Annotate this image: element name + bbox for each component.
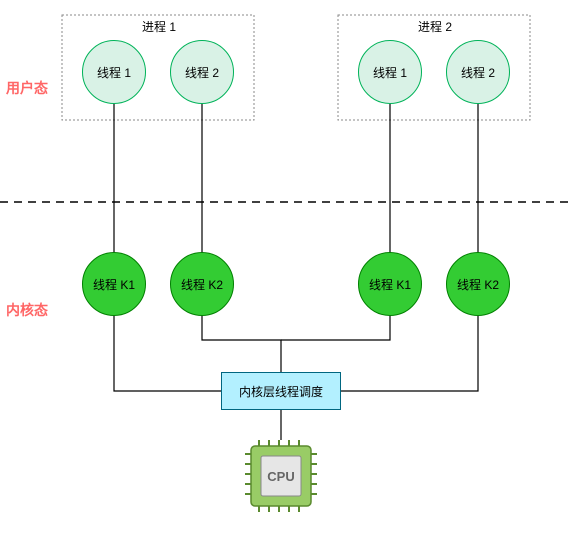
thread-label: 线程 1 [373,64,407,81]
cpu-label: CPU [267,469,294,484]
user-mode-label: 用户态 [6,78,48,98]
scheduler-box: 内核层线程调度 [221,372,341,410]
thread-label: 线程 K2 [181,276,223,293]
kernel-mode-label: 内核态 [6,300,48,320]
thread-label: 线程 K1 [93,276,135,293]
user-thread-node: 线程 1 [358,40,422,104]
cpu-icon: CPU [245,440,317,512]
thread-label: 线程 1 [97,64,131,81]
kernel-thread-node: 线程 K2 [170,252,234,316]
scheduler-label: 内核层线程调度 [239,383,323,400]
user-thread-node: 线程 1 [82,40,146,104]
process1-label: 进程 1 [142,18,176,35]
kernel-thread-node: 线程 K2 [446,252,510,316]
user-thread-node: 线程 2 [446,40,510,104]
kernel-thread-node: 线程 K1 [358,252,422,316]
thread-label: 线程 K2 [457,276,499,293]
kernel-thread-node: 线程 K1 [82,252,146,316]
thread-label: 线程 2 [185,64,219,81]
process2-label: 进程 2 [418,18,452,35]
thread-label: 线程 2 [461,64,495,81]
user-thread-node: 线程 2 [170,40,234,104]
thread-label: 线程 K1 [369,276,411,293]
